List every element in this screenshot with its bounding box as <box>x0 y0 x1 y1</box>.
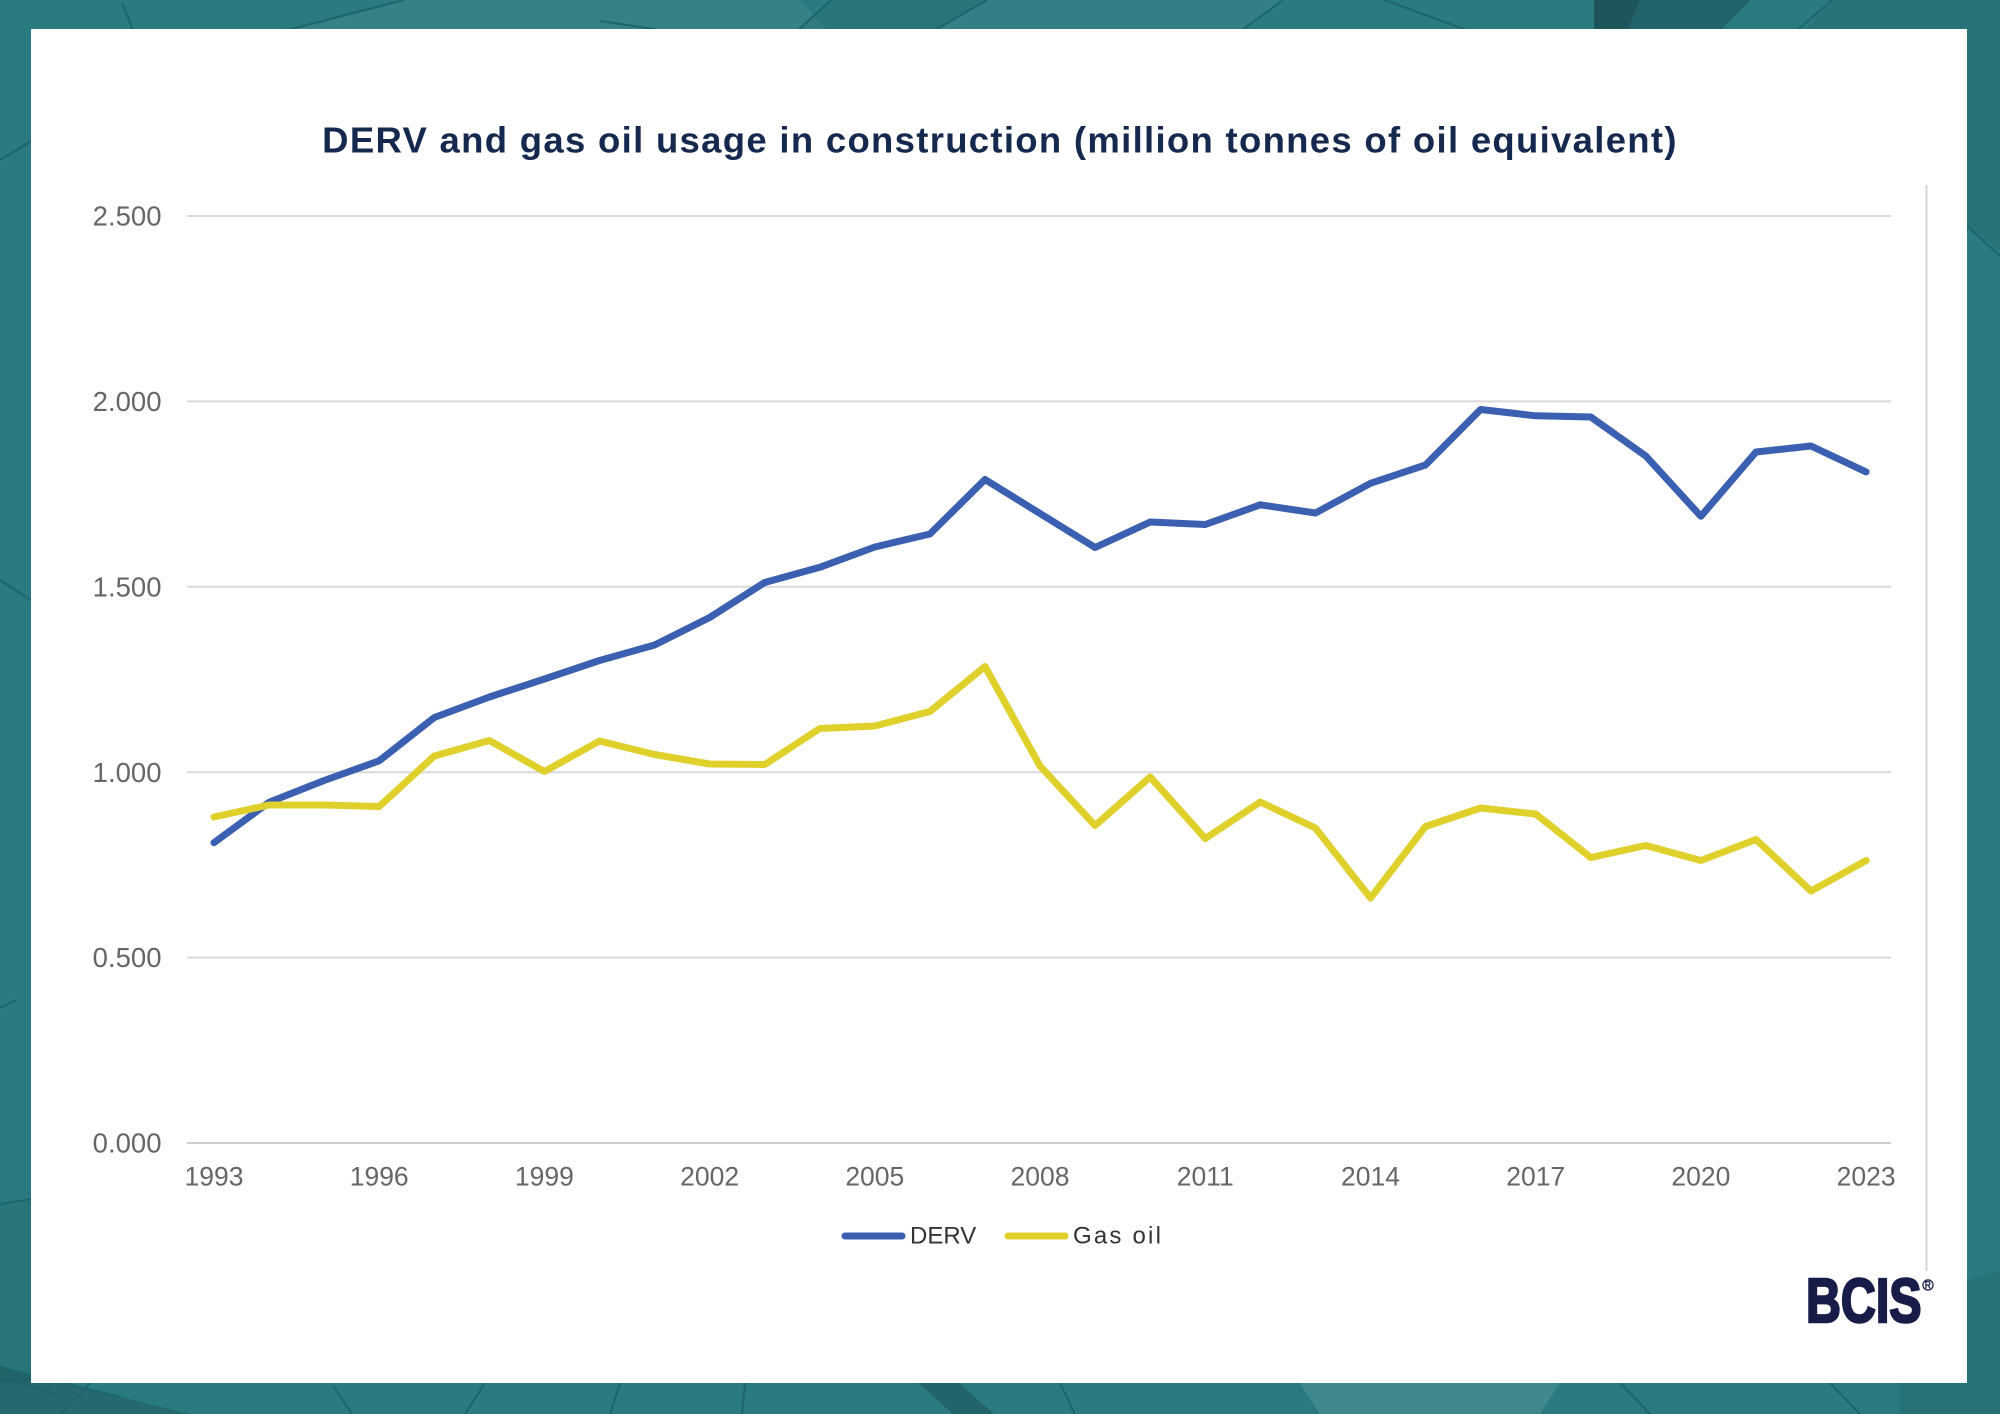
svg-text:1999: 1999 <box>515 1162 574 1192</box>
svg-text:2005: 2005 <box>845 1162 904 1192</box>
svg-text:1996: 1996 <box>350 1162 409 1192</box>
svg-text:2020: 2020 <box>1671 1162 1730 1192</box>
svg-text:2023: 2023 <box>1837 1162 1896 1192</box>
svg-text:1.500: 1.500 <box>93 571 162 602</box>
svg-text:1993: 1993 <box>185 1162 244 1192</box>
svg-text:2.000: 2.000 <box>93 386 162 417</box>
svg-text:2.500: 2.500 <box>93 201 162 232</box>
svg-text:1.000: 1.000 <box>93 757 162 788</box>
svg-text:2011: 2011 <box>1177 1162 1234 1192</box>
svg-text:DERV: DERV <box>910 1223 976 1250</box>
svg-text:0.000: 0.000 <box>93 1128 162 1159</box>
svg-text:2017: 2017 <box>1506 1162 1565 1192</box>
svg-text:Gas oil: Gas oil <box>1073 1223 1163 1250</box>
svg-text:DERV and gas oil usage in cons: DERV and gas oil usage in construction (… <box>322 120 1678 161</box>
svg-text:2014: 2014 <box>1341 1162 1400 1192</box>
svg-text:2008: 2008 <box>1011 1162 1070 1192</box>
svg-text:0.500: 0.500 <box>93 942 162 973</box>
svg-text:2002: 2002 <box>680 1162 739 1192</box>
svg-text:BCIS: BCIS <box>1806 1266 1922 1335</box>
